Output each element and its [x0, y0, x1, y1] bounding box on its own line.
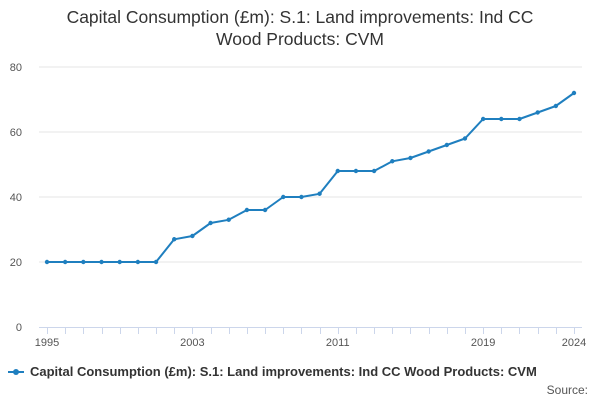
- data-point-2005: [226, 217, 231, 222]
- legend-swatch: [8, 367, 24, 377]
- data-point-2015: [408, 155, 413, 161]
- data-point-2019: [480, 116, 486, 122]
- data-point-2004: [208, 220, 213, 226]
- data-point-2006: [244, 207, 250, 213]
- data-point-1999: [117, 259, 122, 265]
- y-tick-label-0: 0: [16, 322, 22, 334]
- data-point-2021: [517, 116, 522, 122]
- y-tick-label-60: 60: [10, 127, 22, 139]
- legend[interactable]: Capital Consumption (£m): S.1: Land impr…: [8, 364, 537, 379]
- y-tick-label-80: 80: [10, 62, 22, 74]
- y-tick-label-40: 40: [10, 192, 22, 204]
- data-point-1995: [44, 259, 50, 265]
- data-point-2020: [499, 116, 504, 122]
- legend-label: Capital Consumption (£m): S.1: Land impr…: [30, 364, 537, 379]
- source-label: Source:: [546, 383, 588, 397]
- data-point-2000: [135, 259, 141, 265]
- x-tick-label-2019: 2019: [471, 337, 495, 349]
- legend-dot: [13, 368, 19, 375]
- data-point-2022: [535, 110, 540, 115]
- data-point-2017: [444, 142, 449, 148]
- data-point-2018: [462, 136, 468, 141]
- data-point-2014: [390, 159, 395, 164]
- data-point-2023: [553, 103, 559, 109]
- chart-title-line-1: Capital Consumption (£m): S.1: Land impr…: [66, 7, 534, 27]
- data-point-1998: [99, 259, 104, 265]
- x-tick-label-2024: 2024: [562, 337, 586, 349]
- data-point-2001: [153, 259, 159, 265]
- data-point-2013: [371, 168, 377, 174]
- chart-title-line-2: Wood Products: CVM: [216, 29, 384, 49]
- data-point-2016: [426, 149, 431, 154]
- data-point-1996: [62, 259, 68, 265]
- data-point-2007: [262, 207, 268, 213]
- data-point-2012: [353, 168, 359, 174]
- y-tick-label-20: 20: [10, 257, 22, 269]
- data-point-2024: [571, 90, 577, 96]
- series-group: [44, 90, 577, 265]
- series-line: [47, 92, 575, 263]
- data-point-2003: [190, 233, 195, 239]
- gridlines: [39, 66, 582, 263]
- data-point-1997: [81, 259, 86, 265]
- chart-title: Capital Consumption (£m): S.1: Land impr…: [0, 6, 600, 50]
- data-point-2002: [172, 237, 177, 242]
- data-point-2009: [299, 194, 304, 200]
- x-tick-label-2011: 2011: [326, 337, 350, 349]
- data-point-2010: [317, 191, 322, 196]
- data-point-2011: [335, 168, 340, 174]
- x-tick-label-2003: 2003: [180, 337, 204, 349]
- y-axis-ticks: 0 20 40 60 80: [10, 62, 22, 334]
- x-axis-ticks: 1995 2003 2011 2019 2024: [35, 327, 586, 349]
- data-point-2008: [281, 194, 286, 200]
- x-tick-label-1995: 1995: [35, 337, 59, 349]
